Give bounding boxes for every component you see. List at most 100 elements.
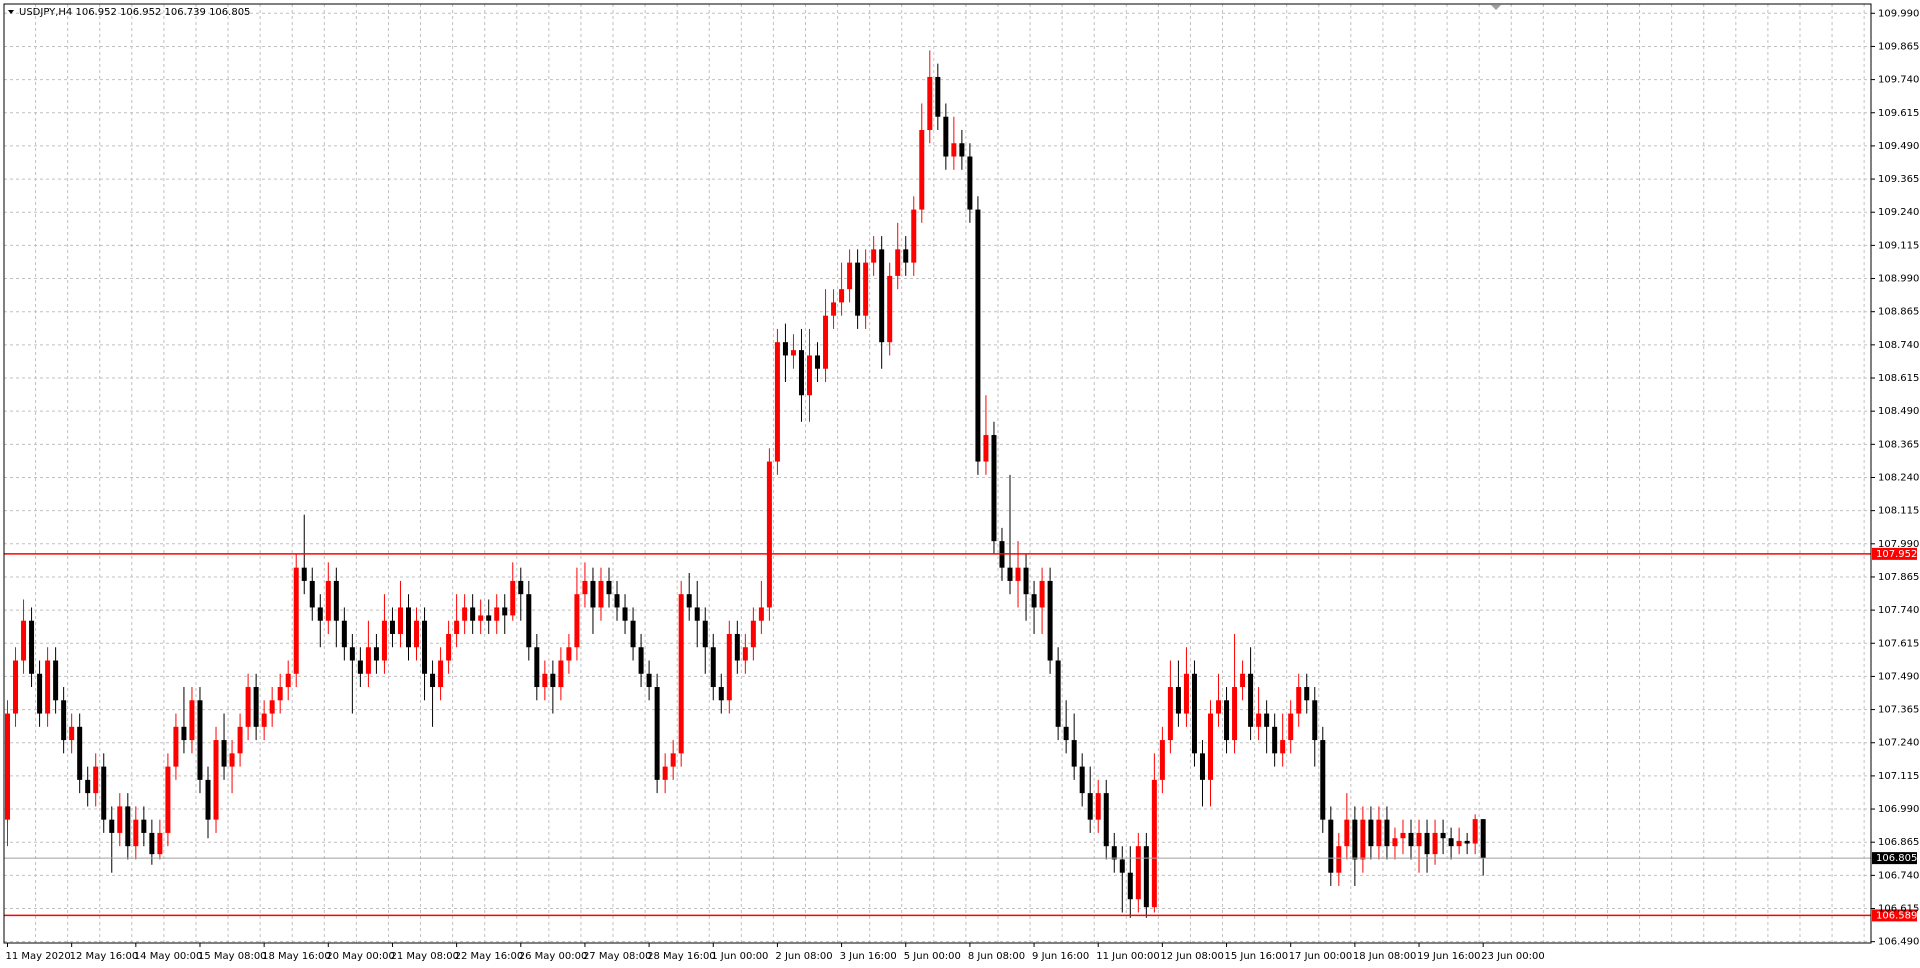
candle-body	[85, 779, 91, 794]
candle-body	[213, 740, 219, 820]
candle-body	[1055, 660, 1061, 727]
candle-body	[45, 660, 51, 714]
y-tick-label: 108.990	[1878, 274, 1919, 285]
candle-body	[919, 129, 925, 210]
x-tick-label: 12 May 16:00	[70, 951, 139, 962]
candle-body	[502, 607, 508, 616]
candle-body	[341, 620, 347, 648]
candle-body	[855, 262, 861, 316]
candle-body	[261, 713, 267, 727]
x-tick-label: 11 May 2020	[6, 951, 71, 962]
x-tick-label: 21 May 08:00	[390, 951, 459, 962]
candle-body	[807, 355, 812, 396]
candle-body	[1175, 687, 1181, 714]
candle-body	[141, 819, 147, 833]
candle-body	[662, 766, 668, 780]
candle-body	[951, 143, 957, 157]
candle-body	[686, 594, 692, 608]
level-label-box	[1872, 547, 1917, 560]
candle-body	[774, 342, 780, 462]
candle-body	[109, 819, 115, 833]
candle-body	[285, 673, 291, 688]
candle-body	[446, 633, 452, 661]
candle-body	[935, 76, 941, 117]
candle-body	[438, 660, 444, 688]
candle-body	[1440, 832, 1446, 839]
candle-body	[277, 687, 283, 701]
candle-body	[566, 647, 572, 661]
candle-body	[189, 700, 195, 741]
candle-body	[815, 355, 821, 369]
x-tick-label: 11 Jun 00:00	[1096, 951, 1160, 962]
candle-body	[630, 620, 636, 648]
candle-body	[887, 275, 893, 343]
candle-body	[414, 620, 420, 648]
current-price-box	[1872, 852, 1917, 865]
candle-body	[670, 753, 676, 767]
candle-body	[622, 607, 628, 621]
candle-body	[991, 435, 997, 542]
candle-body	[1143, 846, 1149, 908]
y-tick-label: 108.740	[1878, 340, 1919, 351]
y-tick-label: 106.865	[1878, 837, 1919, 848]
candle-body	[847, 262, 853, 290]
candle-body	[229, 753, 235, 767]
candle-body	[1111, 846, 1117, 860]
candle-body	[1119, 859, 1125, 873]
candle-body	[839, 289, 845, 303]
candle-body	[718, 687, 724, 701]
candle-body	[518, 580, 524, 595]
candle-body	[1007, 567, 1013, 581]
y-tick-label: 108.240	[1878, 472, 1919, 483]
menu-arrow[interactable]	[8, 10, 14, 14]
candle-body	[1392, 838, 1398, 847]
x-tick-label: 15 May 08:00	[198, 951, 267, 962]
candle-body	[1151, 779, 1157, 908]
candle-body	[357, 660, 363, 674]
candle-body	[831, 302, 837, 316]
candle-body	[1416, 832, 1422, 847]
candle-body	[911, 209, 917, 263]
candle-body	[1095, 793, 1101, 820]
candle-body	[53, 660, 59, 701]
x-tick-label: 22 May 16:00	[455, 951, 524, 962]
candle-body	[293, 567, 299, 674]
shift-marker	[1491, 5, 1501, 10]
candle-body	[149, 832, 155, 855]
candle-body	[823, 315, 829, 369]
candle-body	[77, 726, 83, 780]
y-tick-label: 109.490	[1878, 141, 1919, 152]
y-tick-label: 106.615	[1878, 904, 1919, 915]
candle-body	[1456, 840, 1462, 847]
candle-body	[742, 647, 748, 661]
candle-body	[221, 740, 227, 767]
candle-body	[157, 832, 163, 855]
candle-body	[349, 647, 355, 661]
candle-body	[1063, 726, 1069, 741]
candle-body	[694, 607, 700, 621]
candle-body	[590, 580, 596, 608]
candle-body	[389, 620, 395, 634]
candle-body	[1320, 740, 1326, 820]
y-tick-label: 109.865	[1878, 41, 1919, 52]
candle-body	[1264, 713, 1270, 727]
y-tick-label: 109.740	[1878, 75, 1919, 86]
x-tick-label: 8 Jun 08:00	[968, 951, 1025, 962]
candle-body	[574, 594, 580, 648]
current-price-label: 106.805	[1876, 853, 1917, 864]
candle-body	[1015, 567, 1021, 581]
candle-body	[750, 620, 756, 648]
x-tick-label: 1 Jun 00:00	[711, 951, 768, 962]
candle-body	[614, 594, 620, 608]
candles	[5, 50, 1486, 918]
candle-body	[205, 779, 211, 820]
candle-body	[598, 580, 604, 608]
y-tick-label: 109.615	[1878, 108, 1919, 119]
candle-body	[1103, 793, 1109, 847]
candle-body	[309, 580, 315, 608]
candle-body	[606, 580, 612, 595]
candle-body	[5, 713, 10, 820]
candle-body	[237, 726, 243, 754]
y-tick-label: 109.115	[1878, 240, 1919, 251]
